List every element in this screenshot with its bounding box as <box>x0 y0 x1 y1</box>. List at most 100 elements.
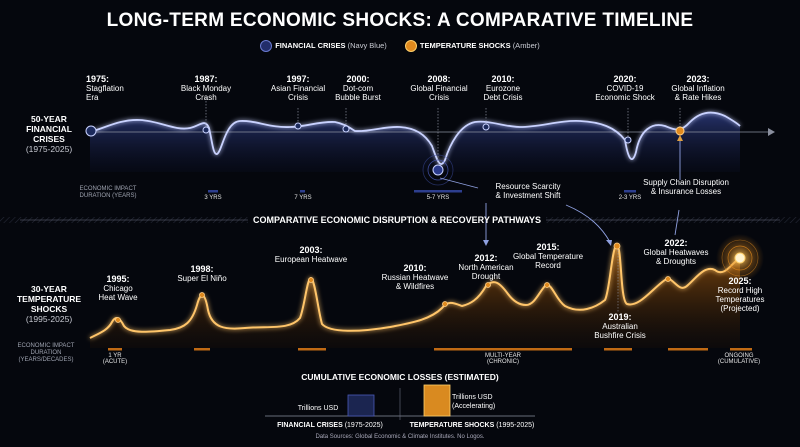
financial-markers <box>205 98 681 168</box>
event-line-2: Debt Crisis <box>483 93 523 102</box>
navy-swatch-icon <box>260 40 273 52</box>
event-line-2: Crisis <box>429 93 449 102</box>
temperature-range: (1995-2025) <box>25 314 73 324</box>
duration-acute: 1 YR (ACUTE) <box>95 353 135 365</box>
financial-label-2: FINANCIAL <box>26 124 72 134</box>
duration-2-3yrs: 2-3 YRS <box>618 195 642 201</box>
event-line-2: Crisis <box>288 93 308 102</box>
event-1995: 1995: Chicago Heat Wave <box>88 275 148 303</box>
temperature-row-label: 30-YEAR TEMPERATURE SHOCKS (1995-2025) <box>10 284 88 324</box>
duration-ongoing-1: ONGOING <box>724 353 754 359</box>
mid-title-bg <box>248 214 546 226</box>
legend-temperature: TEMPERATURE SHOCKS (Amber) <box>404 40 540 52</box>
resource-note-2: & Investment Shift <box>495 191 561 200</box>
marker-2010 <box>482 123 490 131</box>
legend: FINANCIAL CRISES (Navy Blue) TEMPERATURE… <box>0 40 800 52</box>
temperature-duration-caption: ECONOMIC IMPACT DURATION (YEARS/DECADES) <box>6 343 86 364</box>
page-title: LONG-TERM ECONOMIC SHOCKS: A COMPARATIVE… <box>106 10 694 31</box>
amber-swatch-icon <box>404 40 417 52</box>
event-year: 2012: <box>474 253 498 263</box>
temp-loss-label-text: TEMPERATURE SHOCKS <box>409 422 495 429</box>
event-year: 2023: <box>686 74 710 84</box>
event-line-2: Heat Wave <box>98 293 138 302</box>
event-line-2: Record <box>535 261 561 270</box>
duration-acute-1: 1 YR <box>108 353 122 359</box>
event-year: 2020: <box>613 74 637 84</box>
duration-multi-year: MULTI-YEAR (CHRONIC) <box>463 353 543 365</box>
event-line-1: Dot-com <box>342 84 374 93</box>
temperature-area <box>90 245 740 348</box>
footer-sources: Data Sources: Global Economic & Climate … <box>315 434 485 440</box>
event-line-1: Stagflation <box>86 84 124 93</box>
fin-loss-label-text: FINANCIAL CRISES <box>277 422 343 429</box>
event-1975: 1975: Stagflation Era <box>86 75 124 103</box>
event-2025: 2025: Record High Temperatures (Projecte… <box>700 277 780 314</box>
event-year: 2022: <box>664 238 688 248</box>
temperature-duration-caption-1: ECONOMIC IMPACT <box>17 343 75 349</box>
temp-loss-unit-1: Trillions USD <box>452 394 493 401</box>
legend-temperature-sub: (Amber) <box>512 40 540 50</box>
fin-loss-label: FINANCIAL CRISES (1975-2025) <box>262 421 398 430</box>
duration-acute-2: (ACUTE) <box>102 359 128 365</box>
event-2010: 2010: Eurozone Debt Crisis <box>470 74 536 103</box>
marker-2000 <box>342 125 350 133</box>
duration-7yrs: 7 YRS <box>294 195 312 201</box>
temperature-label-2: TEMPERATURE <box>16 294 82 304</box>
arrow-down-icon-2 <box>606 240 612 246</box>
event-line-2: Era <box>86 93 99 102</box>
event-2015: 2015: Global Temperature Record <box>504 242 592 271</box>
temp-loss-label: TEMPERATURE SHOCKS (1995-2025) <box>402 421 542 430</box>
marker-2020 <box>624 136 632 144</box>
event-2023: 2023: Global Inflation & Rate Hikes <box>660 74 736 103</box>
event-line-1: Global Financial <box>410 84 468 93</box>
event-line-2: & Droughts <box>655 257 697 266</box>
financial-duration-caption: ECONOMIC IMPACT DURATION (YEARS) <box>68 186 148 200</box>
event-line-1: COVID-19 <box>606 84 644 93</box>
temperature-duration-caption-2: DURATION <box>30 350 62 356</box>
resource-note-1: Resource Scarcity <box>495 182 561 191</box>
marker-2008 <box>422 154 454 186</box>
event-year: 2010: <box>491 74 515 84</box>
event-line-2: Drought <box>471 272 501 281</box>
event-2012: 2012: North American Drought <box>446 253 526 282</box>
temp-loss-range: (1995-2025) <box>496 422 535 429</box>
event-line-1: Chicago <box>103 284 133 293</box>
event-line-1: Asian Financial <box>270 84 326 93</box>
supply-chain-note: Supply Chain Disruption & Insurance Loss… <box>636 178 736 196</box>
event-line-1: Global Heatwaves <box>643 248 709 257</box>
duration-ongoing: ONGOING (CUMULATIVE) <box>704 353 774 365</box>
duration-5-7yrs: 5-7 YRS <box>426 195 450 201</box>
event-line-1: Eurozone <box>485 84 521 93</box>
event-2003: 2003: European Heatwave <box>268 246 354 265</box>
temperature-line <box>89 243 741 339</box>
marker-2025-glow <box>716 234 764 282</box>
event-line-1: Global Temperature <box>512 252 584 261</box>
event-year: 2019: <box>608 312 632 322</box>
temp-loss-unit: Trillions USD (Accelerating) <box>452 393 512 411</box>
event-year: 2010: <box>403 263 427 273</box>
arrow-down-icon <box>483 240 489 246</box>
temperature-markers <box>115 242 671 323</box>
event-1998: 1998: Super El Niño <box>170 265 234 284</box>
event-year: 2015: <box>536 242 560 252</box>
event-line-2: Bushfire Crisis <box>594 331 646 340</box>
losses-title: CUMULATIVE ECONOMIC LOSSES (ESTIMATED) <box>301 372 499 382</box>
event-line-2: & Wildfires <box>395 282 435 291</box>
financial-duration-bars <box>208 190 636 193</box>
marker-1997 <box>294 122 302 130</box>
financial-duration-caption-2: DURATION (YEARS) <box>79 193 137 199</box>
legend-financial-sub: (Navy Blue) <box>347 40 387 50</box>
event-line-2: Bubble Burst <box>335 93 381 102</box>
event-line-1: Australian <box>602 322 638 331</box>
arrow-up-icon <box>677 135 683 141</box>
axis-arrow-icon <box>768 128 775 136</box>
fin-loss-unit: Trillions USD <box>297 405 339 412</box>
event-line-2: Temperatures <box>715 295 765 304</box>
event-line-2: Economic Shock <box>595 93 655 102</box>
event-2008: 2008: Global Financial Crisis <box>404 75 474 103</box>
fin-loss-range: (1975-2025) <box>344 422 383 429</box>
event-line-1: Black Monday <box>180 84 232 93</box>
event-1987: 1987: Black Monday Crash <box>176 75 236 103</box>
connector-arrows <box>439 140 681 243</box>
